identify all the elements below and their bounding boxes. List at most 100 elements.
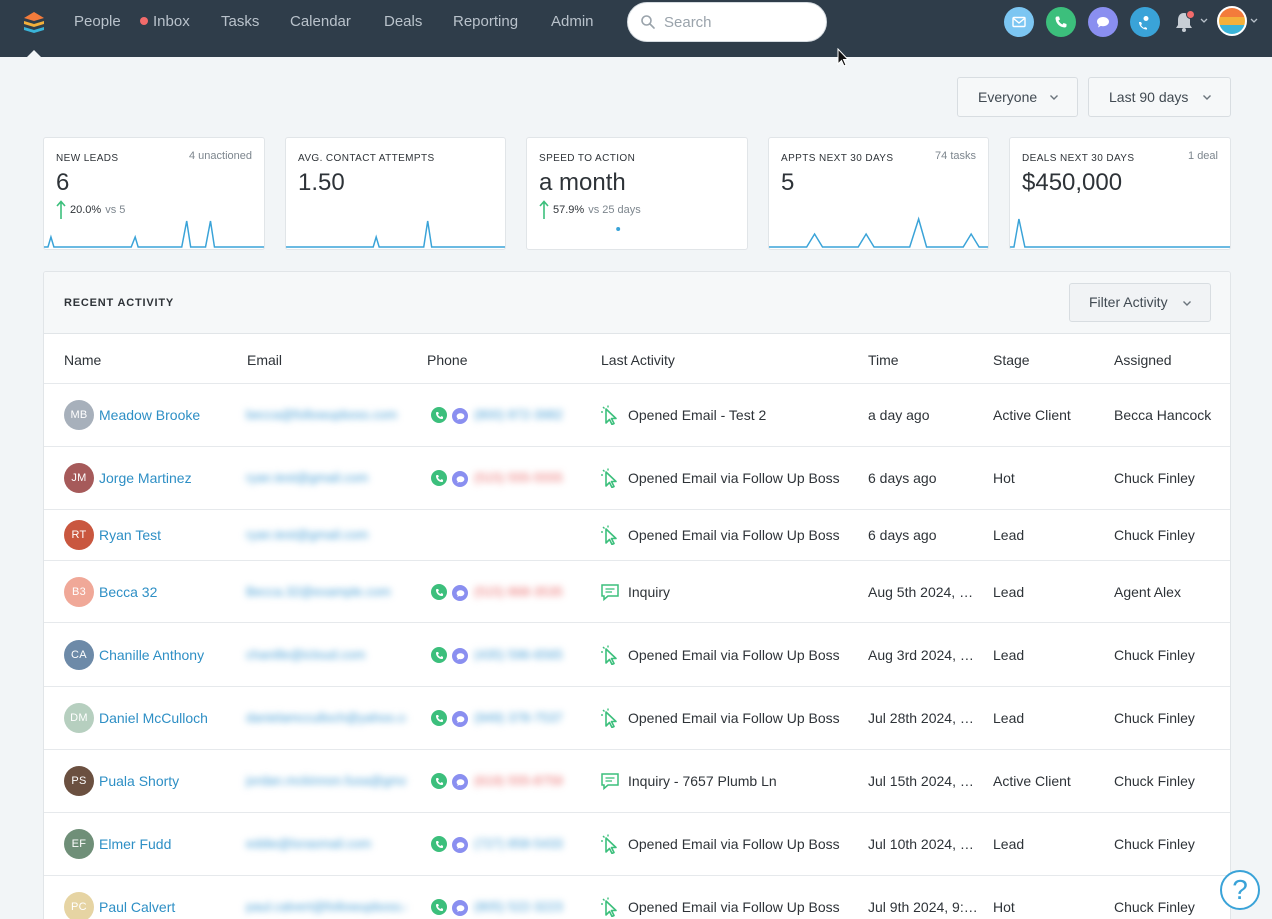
table-row[interactable]: PC Paul Calvert paul.calvert@followupboss.… (44, 876, 1230, 919)
chevron-down-icon[interactable] (1250, 18, 1258, 24)
column-header-phone[interactable]: Phone (427, 352, 468, 368)
email-address[interactable]: becca@followupboss.com (246, 407, 398, 422)
phone-icon[interactable] (431, 773, 447, 789)
table-row[interactable]: B3 Becca 32 Becca.32@example.com (515) 868-… (44, 561, 1230, 623)
phone-icon[interactable] (431, 407, 447, 423)
column-header-assigned[interactable]: Assigned (1114, 352, 1172, 368)
column-header-email[interactable]: Email (247, 352, 283, 368)
phone-icon[interactable] (431, 710, 447, 726)
table-row[interactable]: PS Puala Shorty jordan.mckinnon.fusa@gmail… (44, 750, 1230, 813)
table-row[interactable]: DM Daniel McCulloch danielamcculloch@yahoo… (44, 687, 1230, 750)
phone-number[interactable]: (515) 868-3535 (474, 584, 563, 599)
email-address[interactable]: chanille@icloud.com (246, 647, 366, 662)
person-name-link[interactable]: Paul Calvert (99, 899, 176, 915)
filter-activity-button[interactable]: Filter Activity (1069, 283, 1211, 322)
column-header-last-activity[interactable]: Last Activity (601, 352, 675, 368)
nav-deals[interactable]: Deals (384, 13, 423, 30)
avatar[interactable]: DM (64, 703, 94, 733)
column-header-stage[interactable]: Stage (993, 352, 1030, 368)
table-row[interactable]: RT Ryan Test ryan.test@gmail.com Opened Ema… (44, 510, 1230, 561)
email-address[interactable]: jordan.mckinnon.fusa@gmail.com (246, 773, 406, 788)
avatar[interactable]: CA (64, 640, 94, 670)
avatar[interactable]: RT (64, 520, 94, 550)
email-address[interactable]: ryan.test@gmail.com (246, 470, 369, 485)
phone-icon[interactable] (431, 899, 447, 915)
phone-icon[interactable] (431, 647, 447, 663)
avatar[interactable]: JM (64, 463, 94, 493)
nav-reporting[interactable]: Reporting (453, 13, 519, 30)
search-box[interactable] (627, 2, 827, 42)
stat-side-note[interactable]: 1 deal (1188, 150, 1218, 162)
stat-label: APPTS NEXT 30 DAYS (781, 153, 894, 164)
text-button[interactable] (1088, 7, 1118, 37)
table-row[interactable]: MB Meadow Brooke becca@followupboss.com (80… (44, 384, 1230, 447)
table-row[interactable]: CA Chanille Anthony chanille@icloud.com (43… (44, 623, 1230, 687)
chat-bubble-icon[interactable] (452, 900, 468, 916)
chat-bubble-icon[interactable] (452, 711, 468, 727)
stat-card-speed-to-action[interactable]: SPEED TO ACTION a month 57.9% vs 25 days (526, 137, 748, 250)
chat-bubble-icon[interactable] (452, 837, 468, 853)
avatar[interactable]: MB (64, 400, 94, 430)
nav-people[interactable]: People (74, 13, 121, 30)
phone-number[interactable]: (805) 522-3223 (474, 899, 563, 914)
nav-tasks[interactable]: Tasks (221, 13, 260, 30)
email-address[interactable]: Becca.32@example.com (246, 584, 391, 599)
email-address[interactable]: eddie@lorasmail.com (246, 836, 372, 851)
phone-icon[interactable] (431, 470, 447, 486)
column-header-time[interactable]: Time (868, 352, 899, 368)
stat-side-note[interactable]: 74 tasks (935, 150, 976, 162)
chat-bubble-icon[interactable] (452, 408, 468, 424)
phone-number[interactable]: (800) 872-3982 (474, 407, 563, 422)
email-button[interactable] (1004, 7, 1034, 37)
phone-number[interactable]: (619) 555-8759 (474, 773, 563, 788)
stat-card-deals[interactable]: DEALS NEXT 30 DAYS 1 deal $450,000 (1009, 137, 1231, 250)
phone-number[interactable]: (435) 596-6565 (474, 647, 563, 662)
table-row[interactable]: JM Jorge Martinez ryan.test@gmail.com (515)… (44, 447, 1230, 510)
avatar[interactable]: PC (64, 892, 94, 919)
phone-icon[interactable] (431, 836, 447, 852)
person-name-link[interactable]: Chanille Anthony (99, 647, 205, 663)
person-name-link[interactable]: Becca 32 (99, 584, 158, 600)
phone-number[interactable]: (949) 378-7537 (474, 710, 563, 725)
person-name-link[interactable]: Jorge Martinez (99, 470, 192, 486)
date-range-dropdown[interactable]: Last 90 days (1088, 77, 1231, 117)
chat-bubble-icon[interactable] (452, 774, 468, 790)
stat-card-appts[interactable]: APPTS NEXT 30 DAYS 74 tasks 5 (768, 137, 989, 250)
people-filter-dropdown[interactable]: Everyone (957, 77, 1078, 117)
avatar[interactable]: EF (64, 829, 94, 859)
chat-bubble-icon[interactable] (452, 471, 468, 487)
avatar[interactable]: PS (64, 766, 94, 796)
app-logo-icon[interactable] (22, 10, 46, 34)
nav-inbox[interactable]: Inbox (140, 13, 190, 31)
nav-calendar[interactable]: Calendar (290, 13, 351, 30)
stat-side-note[interactable]: 4 unactioned (189, 150, 252, 162)
email-address[interactable]: paul.calvert@followupboss.com (246, 899, 406, 914)
person-name-link[interactable]: Ryan Test (99, 527, 161, 543)
chat-bubble-icon[interactable] (452, 648, 468, 664)
assigned-agent: Chuck Finley (1114, 527, 1195, 543)
dialer-button[interactable] (1130, 7, 1160, 37)
search-input[interactable] (664, 12, 814, 32)
email-address[interactable]: danielamcculloch@yahoo.com (246, 710, 406, 725)
person-name-link[interactable]: Daniel McCulloch (99, 710, 208, 726)
column-header-name[interactable]: Name (64, 352, 102, 368)
email-address[interactable]: ryan.test@gmail.com (246, 527, 369, 542)
user-avatar[interactable] (1217, 6, 1247, 36)
phone-icon[interactable] (431, 584, 447, 600)
chat-bubble-icon[interactable] (452, 585, 468, 601)
chevron-down-icon[interactable] (1200, 18, 1208, 24)
nav-admin[interactable]: Admin (551, 13, 594, 30)
person-name-link[interactable]: Puala Shorty (99, 773, 180, 789)
person-name-link[interactable]: Elmer Fudd (99, 836, 172, 852)
stage: Lead (993, 527, 1025, 543)
last-activity: Opened Email via Follow Up Boss (628, 470, 840, 486)
person-name-link[interactable]: Meadow Brooke (99, 407, 201, 423)
call-button[interactable] (1046, 7, 1076, 37)
phone-number[interactable]: (515) 555-5555 (474, 470, 563, 485)
avatar[interactable]: B3 (64, 577, 94, 607)
stat-card-contact-attempts[interactable]: AVG. CONTACT ATTEMPTS 1.50 (285, 137, 506, 250)
table-row[interactable]: EF Elmer Fudd eddie@lorasmail.com (727) 858… (44, 813, 1230, 876)
phone-number[interactable]: (727) 858-5433 (474, 836, 563, 851)
help-button[interactable]: ? (1220, 870, 1260, 910)
stat-card-new-leads[interactable]: NEW LEADS 4 unactioned 6 20.0% vs 5 (43, 137, 265, 250)
